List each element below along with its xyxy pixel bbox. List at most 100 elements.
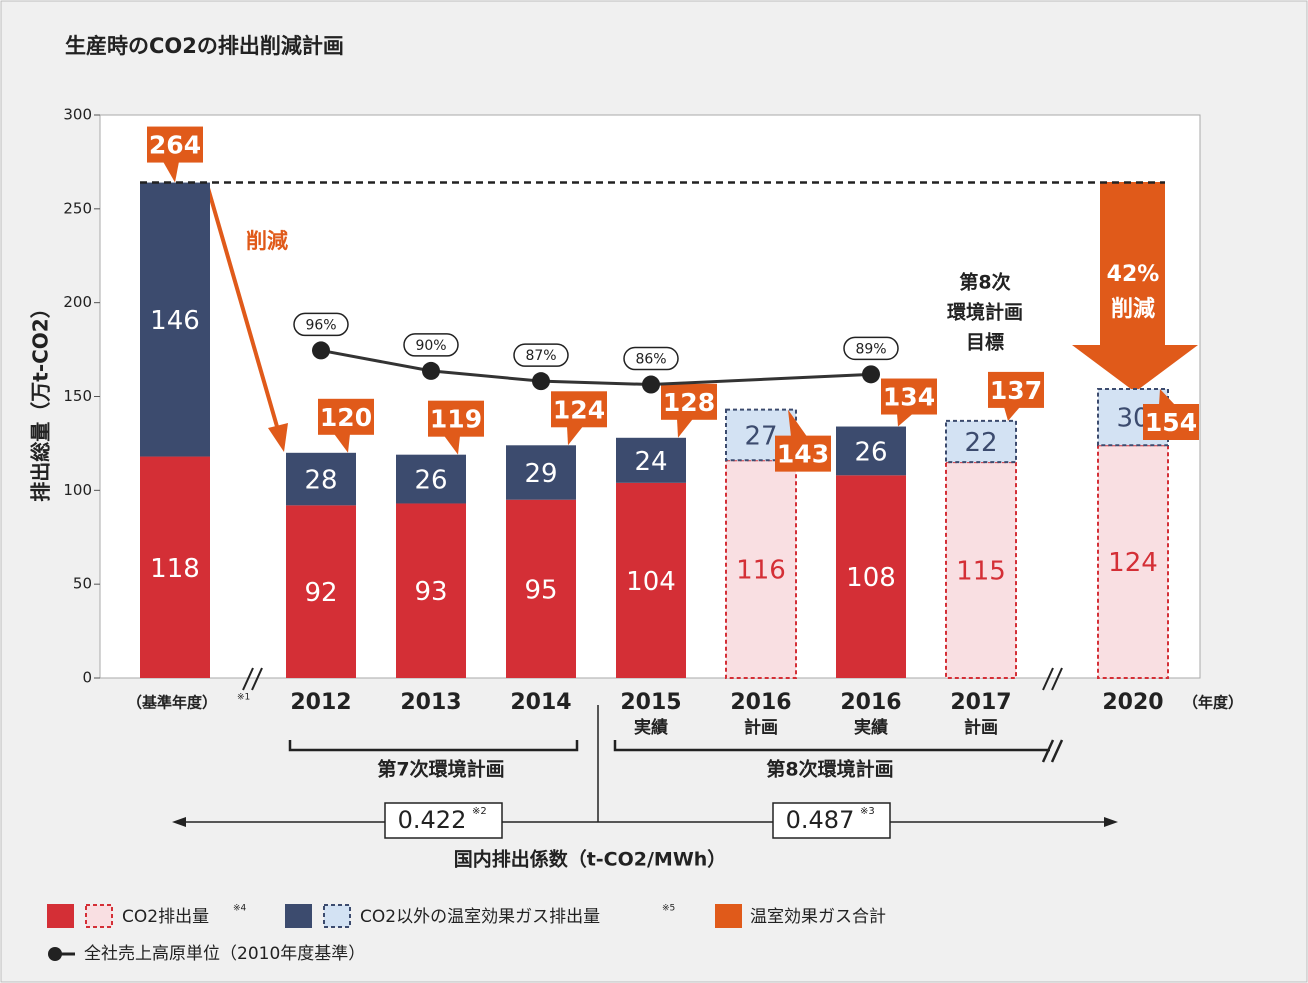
y-tick-label: 0 <box>82 669 92 687</box>
arrow-head <box>172 817 186 827</box>
period-label: 第7次環境計画 <box>377 758 504 781</box>
bar-segment <box>1097 444 1169 679</box>
x-tick-note: ※1 <box>237 693 250 703</box>
factor-value: 0.487 <box>786 806 855 834</box>
annotation: 環境計画 <box>947 301 1023 324</box>
segment-label: 124 <box>1108 548 1158 578</box>
line-label: 90% <box>415 338 446 354</box>
total-label: 128 <box>663 388 715 417</box>
x-tick-label: 2013 <box>400 690 461 715</box>
factor-note: ※3 <box>860 806 875 817</box>
bar-segment <box>140 182 210 457</box>
axis-break <box>242 667 1063 691</box>
legend-swatch <box>285 904 312 928</box>
factor-title: 国内排出係数（t-CO2/MWh） <box>454 848 727 871</box>
annotation: 目標 <box>966 331 1004 354</box>
segment-label: 27 <box>744 421 777 451</box>
total-box <box>428 400 484 437</box>
x-tick-label: 2016 <box>730 690 791 715</box>
total-box <box>881 378 937 415</box>
total-pointer <box>444 435 460 455</box>
annotation: 第8次 <box>959 271 1010 294</box>
line-segment <box>650 372 872 387</box>
total-box <box>661 383 717 420</box>
total-box <box>988 371 1044 408</box>
bar-segment <box>506 499 576 678</box>
total-pointer <box>1004 406 1020 421</box>
x-tick-label: （基準年度） <box>127 694 217 712</box>
line-point <box>642 375 660 394</box>
total-label: 143 <box>777 440 829 469</box>
legend-label: CO2以外の温室効果ガス排出量 <box>360 907 600 927</box>
bar-segment <box>616 437 686 483</box>
segment-label: 116 <box>736 556 786 586</box>
factor-box <box>772 802 891 839</box>
x-tick-sublabel: 実績 <box>854 717 888 738</box>
legend-swatch <box>85 904 113 928</box>
y-tick-label: 250 <box>63 199 92 217</box>
line-label: 86% <box>635 352 666 368</box>
legend-swatch <box>715 904 742 928</box>
x-tick-label: 2016 <box>840 690 901 715</box>
line-label: 87% <box>525 348 556 364</box>
bar-segment <box>286 452 356 506</box>
line-point <box>422 361 440 380</box>
legend-swatch <box>47 904 74 928</box>
arrow-head <box>268 423 288 452</box>
total-box <box>551 391 607 428</box>
total-pointer <box>163 161 179 183</box>
total-pointer <box>677 418 693 438</box>
factor-value: 0.422 <box>398 806 467 834</box>
segment-label: 22 <box>964 428 997 458</box>
total-pointer <box>1159 388 1175 405</box>
x-tick-label: 2014 <box>510 690 571 715</box>
target-arrow <box>1072 182 1198 392</box>
segment-label: 93 <box>414 577 447 607</box>
chart-title: 生産時のCO2の排出削減計画 <box>65 34 344 58</box>
total-label: 264 <box>149 131 201 160</box>
line-point <box>312 341 330 360</box>
annotation: 42% <box>1107 262 1160 287</box>
total-label: 119 <box>430 405 482 434</box>
x-tick-label: 2017 <box>950 690 1011 715</box>
x-tick-sublabel: 実績 <box>634 717 668 738</box>
segment-label: 29 <box>524 459 557 489</box>
segment-label: 26 <box>854 437 887 467</box>
line-label: 89% <box>855 341 886 357</box>
x-unit: （年度） <box>1183 694 1243 712</box>
factor-arrow <box>180 705 1110 823</box>
total-pointer <box>897 413 913 427</box>
x-tick-sublabel: 計画 <box>964 717 998 738</box>
total-label: 134 <box>883 383 935 412</box>
total-pointer <box>334 433 350 453</box>
line-point <box>532 372 550 391</box>
bar-segment <box>286 505 356 678</box>
total-pointer <box>788 409 807 437</box>
segment-label: 108 <box>846 563 896 593</box>
line-label-box <box>623 346 679 371</box>
bar-segment <box>506 445 576 500</box>
x-tick-sublabel: 計画 <box>744 717 778 738</box>
reduction-arrow <box>206 187 280 431</box>
legend-label: 全社売上高原単位（2010年度基準） <box>84 944 365 964</box>
y-tick-label: 100 <box>63 481 92 499</box>
y-tick-label: 50 <box>73 575 92 593</box>
line-label-box <box>843 336 899 361</box>
bar-segment <box>836 475 906 678</box>
y-tick-label: 200 <box>63 293 92 311</box>
y-tick-label: 150 <box>63 387 92 405</box>
total-box <box>318 398 374 435</box>
arrow-head <box>1104 817 1118 827</box>
total-box <box>1143 403 1199 440</box>
segment-label: 118 <box>150 554 200 584</box>
bar-segment <box>725 459 797 679</box>
segment-label: 28 <box>304 466 337 496</box>
period-label: 第8次環境計画 <box>766 758 893 781</box>
segment-label: 26 <box>414 466 447 496</box>
bar-segment <box>140 456 210 678</box>
total-label: 120 <box>320 403 372 432</box>
total-box <box>775 435 831 472</box>
legend-note: ※4 <box>233 904 247 914</box>
y-tick-label: 300 <box>63 106 92 124</box>
